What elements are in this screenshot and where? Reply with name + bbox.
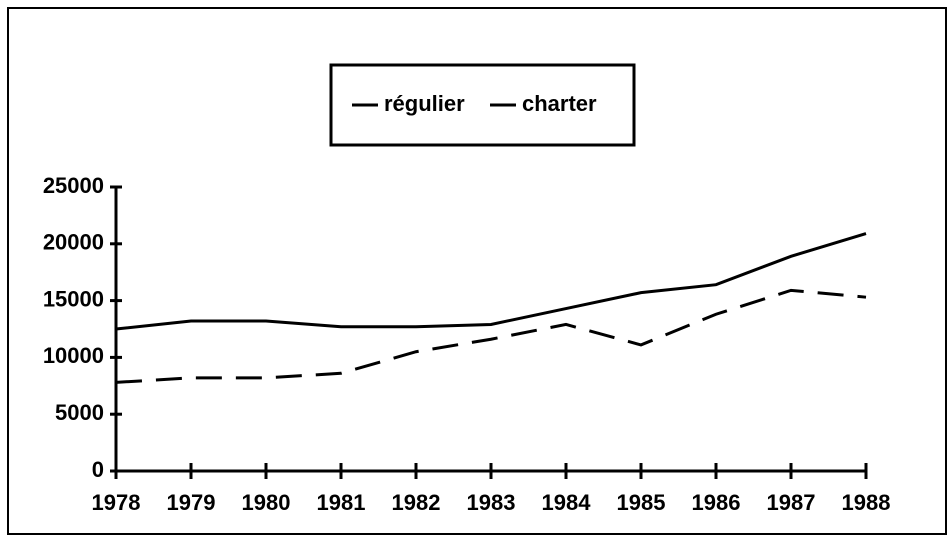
y-tick-label: 10000: [43, 343, 104, 368]
x-tick-label: 1979: [167, 490, 216, 515]
legend-label: charter: [522, 91, 597, 116]
x-tick-label: 1986: [692, 490, 741, 515]
y-tick-label: 5000: [55, 400, 104, 425]
x-tick-label: 1987: [767, 490, 816, 515]
y-tick-label: 25000: [43, 173, 104, 198]
series-line: [115, 232, 867, 331]
x-tick-label: 1984: [542, 490, 592, 515]
series-line: [115, 288, 867, 384]
x-tick-label: 1980: [242, 490, 291, 515]
legend-label: régulier: [384, 91, 465, 116]
y-tick-label: 0: [92, 457, 104, 482]
x-tick-label: 1988: [842, 490, 891, 515]
x-tick-label: 1983: [467, 490, 516, 515]
x-tick-label: 1978: [92, 490, 141, 515]
legend-box: [329, 63, 636, 147]
y-tick-label: 15000: [43, 286, 104, 311]
frame: [7, 7, 947, 535]
x-tick-label: 1982: [392, 490, 441, 515]
y-tick-label: 20000: [43, 230, 104, 255]
x-tick-label: 1981: [317, 490, 366, 515]
x-tick-label: 1985: [617, 490, 666, 515]
